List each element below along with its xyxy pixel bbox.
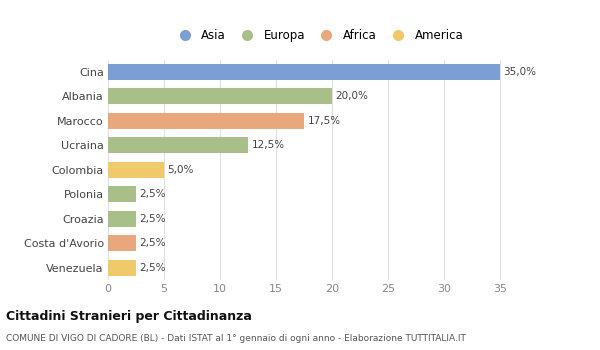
Text: 20,0%: 20,0% <box>335 91 368 101</box>
Text: 2,5%: 2,5% <box>139 189 166 199</box>
Text: 35,0%: 35,0% <box>503 67 536 77</box>
Text: 12,5%: 12,5% <box>251 140 284 150</box>
Bar <box>108 162 164 178</box>
Text: 17,5%: 17,5% <box>307 116 340 126</box>
Text: COMUNE DI VIGO DI CADORE (BL) - Dati ISTAT al 1° gennaio di ogni anno - Elaboraz: COMUNE DI VIGO DI CADORE (BL) - Dati IST… <box>6 334 466 343</box>
Bar <box>108 137 248 153</box>
Text: 2,5%: 2,5% <box>139 238 166 248</box>
Text: Cittadini Stranieri per Cittadinanza: Cittadini Stranieri per Cittadinanza <box>6 310 252 323</box>
Legend: Asia, Europa, Africa, America: Asia, Europa, Africa, America <box>169 26 467 46</box>
Bar <box>108 113 304 129</box>
Bar <box>108 235 136 251</box>
Bar <box>108 186 136 202</box>
Bar <box>108 211 136 227</box>
Text: 2,5%: 2,5% <box>139 263 166 273</box>
Text: 5,0%: 5,0% <box>167 165 194 175</box>
Bar <box>108 88 332 104</box>
Bar <box>108 260 136 276</box>
Text: 2,5%: 2,5% <box>139 214 166 224</box>
Bar <box>108 64 500 80</box>
